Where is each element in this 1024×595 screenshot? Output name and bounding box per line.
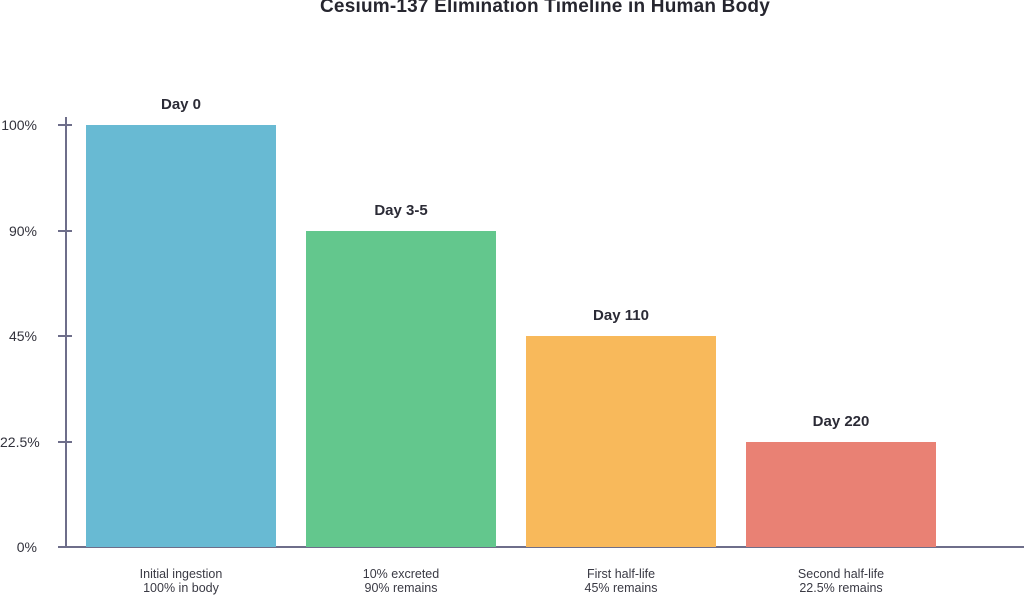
bar-top-label-day-110: Day 110 xyxy=(593,307,649,324)
bar-top-label-day-220: Day 220 xyxy=(812,412,870,430)
y-tick-45 xyxy=(58,335,72,337)
x-axis-line xyxy=(65,546,1024,548)
chart-title: Cesium-137 Elimination Timeline in Human… xyxy=(320,0,770,17)
bar-day-0 xyxy=(86,125,276,547)
y-axis-line xyxy=(65,117,67,548)
y-tick-label-22-5: 22.5% xyxy=(0,433,40,450)
category-line1: Second half-life xyxy=(797,567,885,581)
category-label-initial-ingestion: Initial ingestion 100% in body xyxy=(86,567,276,595)
y-tick-label-0: 0% xyxy=(16,539,37,555)
y-tick-100 xyxy=(58,124,72,126)
bar-top-label-day-0: Day 0 xyxy=(160,96,202,113)
y-tick-90 xyxy=(58,229,72,232)
y-tick-label-45: 45% xyxy=(8,328,37,344)
bar-top-label-day-3-5: Day 3-5 xyxy=(374,201,428,219)
y-tick-0 xyxy=(58,546,72,548)
y-tick-label-90: 90% xyxy=(8,222,37,239)
category-line1: 10% excreted xyxy=(362,567,440,581)
category-line2: 22.5% remains xyxy=(799,581,883,595)
category-line2: 45% remains xyxy=(584,581,658,595)
bar-day-3-5 xyxy=(306,230,496,547)
y-tick-label-100: 100% xyxy=(1,117,37,133)
category-line2: 100% in body xyxy=(143,581,219,595)
category-label-first-half-life: First half-life 45% remains xyxy=(526,567,716,595)
y-tick-22-5 xyxy=(58,440,72,443)
category-line2: 90% remains xyxy=(364,581,438,595)
category-line1: First half-life xyxy=(586,567,656,581)
category-label-second-half-life: Second half-life 22.5% remains xyxy=(746,567,936,595)
bar-day-220 xyxy=(746,441,936,547)
category-label-10pct-excreted: 10% excreted 90% remains xyxy=(306,567,496,595)
category-line1: Initial ingestion xyxy=(139,567,223,581)
bar-day-110 xyxy=(526,336,716,547)
